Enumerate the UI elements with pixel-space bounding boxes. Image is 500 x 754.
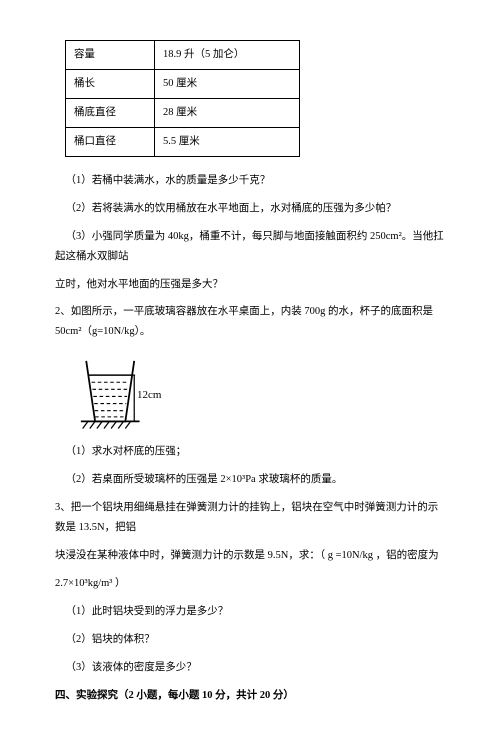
q1-sub2: （2）若将装满水的饮用桶放在水平地面上，水对桶底的压强为多少帕？	[55, 199, 445, 219]
q3-sub3: （3）该液体的密度是多少？	[55, 658, 445, 678]
spec-value: 50 厘米	[155, 69, 300, 98]
table-row: 桶长 50 厘米	[66, 69, 300, 98]
spec-value: 28 厘米	[155, 98, 300, 127]
q3-sub1: （1）此时铝块受到的浮力是多少？	[55, 602, 445, 622]
cup-figure: 12cm	[75, 352, 165, 432]
section-4-heading: 四、实验探究（2 小题，每小题 10 分，共计 20 分）	[55, 686, 445, 706]
q1-sub3a: （3）小强同学质量为 40kg，桶重不计，每只脚与地面接触面积约 250cm²。…	[55, 227, 445, 267]
spec-label: 桶底直径	[66, 98, 155, 127]
spec-label: 桶长	[66, 69, 155, 98]
table-row: 桶底直径 28 厘米	[66, 98, 300, 127]
q3-intro-c: 2.7×10³kg/m³ ）	[55, 574, 445, 594]
q3-sub2: （2）铝块的体积？	[55, 630, 445, 650]
q3-intro-a: 3、把一个铝块用细绳悬挂在弹簧测力计的挂钩上，铝块在空气中时弹簧测力计的示数是 …	[55, 498, 445, 538]
q3-intro-b: 块浸没在某种液体中时，弹簧测力计的示数是 9.5N，求：（ g =10N/kg …	[55, 546, 445, 566]
table-row: 桶口直径 5.5 厘米	[66, 127, 300, 156]
q2-sub1: （1）求水对杯底的压强；	[55, 442, 445, 462]
table-row: 容量 18.9 升（5 加仑）	[66, 41, 300, 70]
q2-intro: 2、如图所示，一平底玻璃容器放在水平桌面上，内装 700g 的水，杯子的底面积是…	[55, 302, 445, 342]
spec-value: 18.9 升（5 加仑）	[155, 41, 300, 70]
q1-sub3b: 立时，他对水平地面的压强是多大？	[55, 275, 445, 295]
spec-value: 5.5 厘米	[155, 127, 300, 156]
q2-sub2: （2）若桌面所受玻璃杯的压强是 2×10³Pa 求玻璃杯的质量。	[55, 470, 445, 490]
spec-label: 容量	[66, 41, 155, 70]
q1-sub1: （1）若桶中装满水，水的质量是多少千克？	[55, 171, 445, 191]
figure-label: 12cm	[137, 385, 161, 406]
spec-label: 桶口直径	[66, 127, 155, 156]
spec-table: 容量 18.9 升（5 加仑） 桶长 50 厘米 桶底直径 28 厘米 桶口直径…	[65, 40, 300, 157]
